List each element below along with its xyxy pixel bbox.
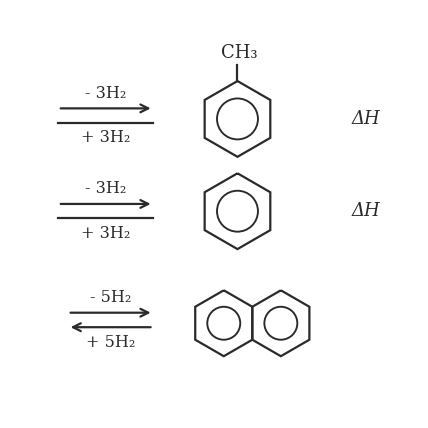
Text: ΔH: ΔH — [351, 202, 380, 220]
Text: + 3H₂: + 3H₂ — [81, 129, 131, 146]
Text: CH₃: CH₃ — [221, 45, 257, 62]
Text: + 3H₂: + 3H₂ — [81, 225, 131, 242]
Text: ΔH: ΔH — [351, 110, 380, 128]
Text: + 5H₂: + 5H₂ — [86, 334, 135, 351]
Text: - 3H₂: - 3H₂ — [85, 85, 126, 102]
Text: - 3H₂: - 3H₂ — [85, 180, 126, 197]
Text: - 5H₂: - 5H₂ — [90, 289, 131, 306]
